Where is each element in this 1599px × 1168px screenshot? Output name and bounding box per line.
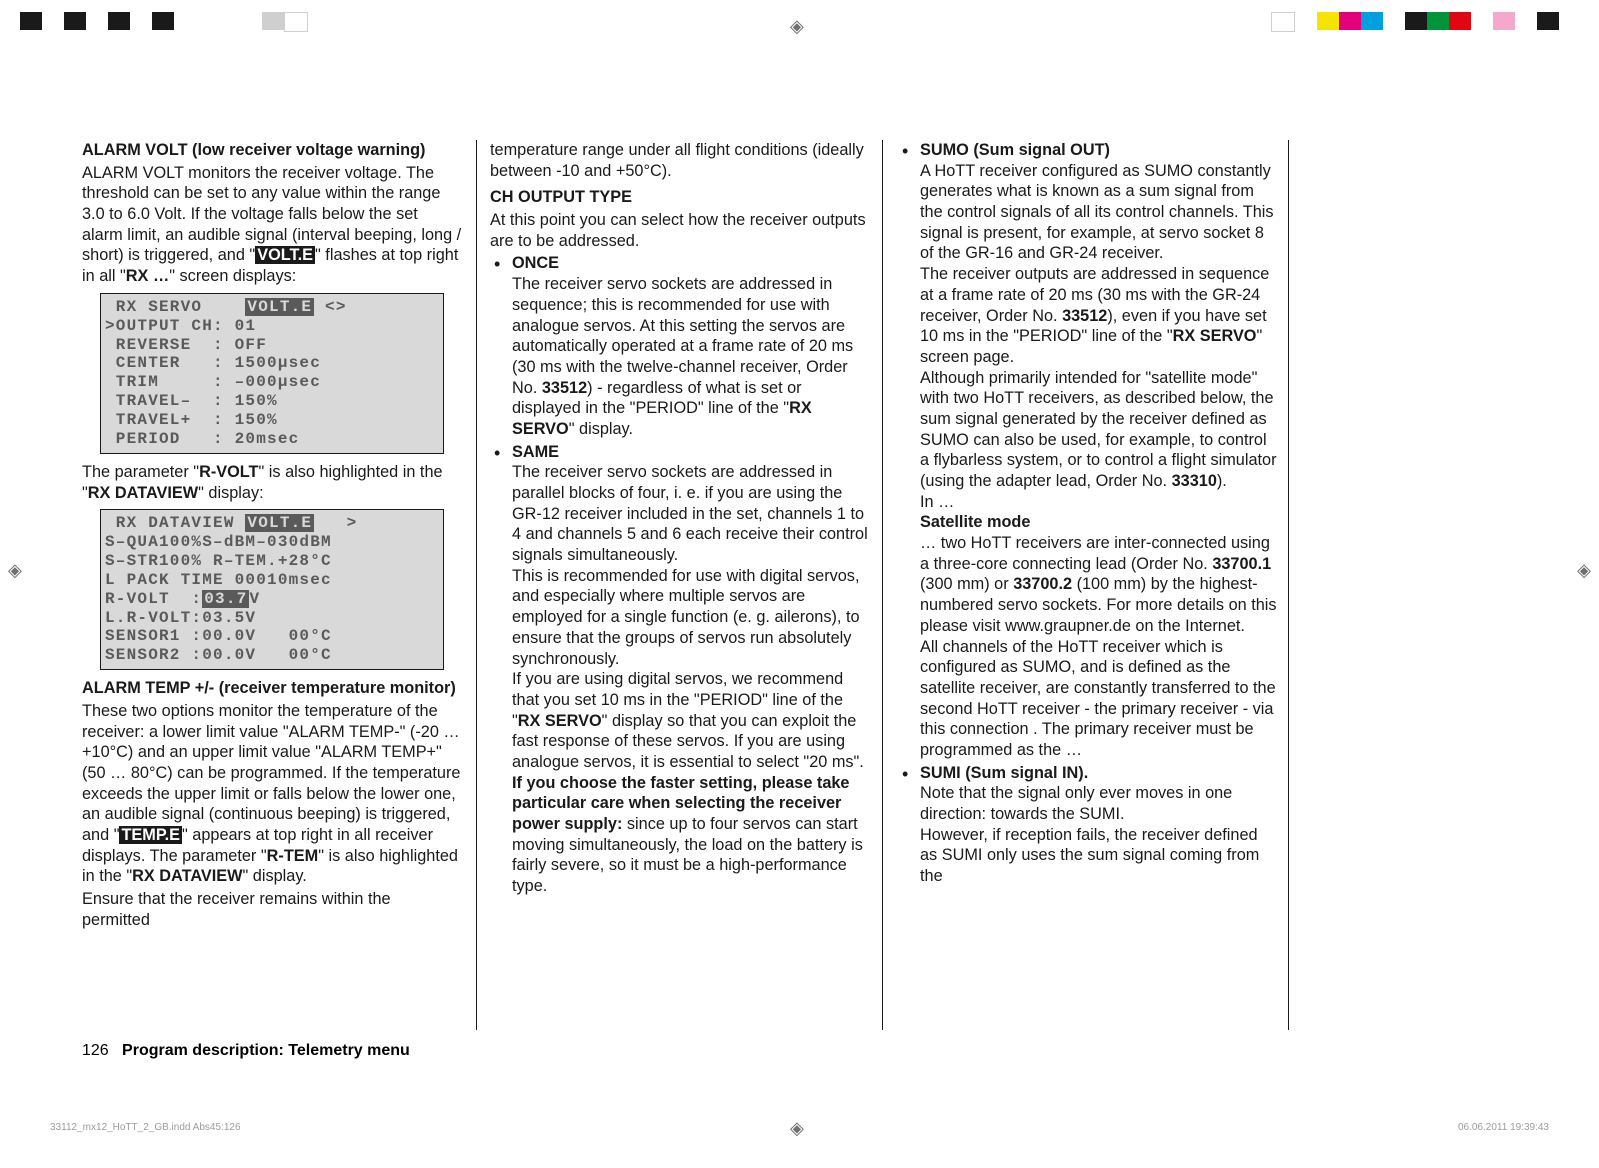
- lcd-rx-servo: RX SERVO VOLT.E <> >OUTPUT CH: 01 REVERS…: [100, 293, 444, 454]
- col3-list: SUMO (Sum signal OUT) A HoTT receiver co…: [898, 140, 1278, 887]
- rvolt-sentence: The parameter "R-VOLT" is also highlight…: [82, 462, 462, 503]
- color-bar-right: [1271, 12, 1559, 32]
- col2-lead: temperature range under all flight condi…: [490, 140, 870, 181]
- alarm-temp-body: These two options monitor the temperatur…: [82, 701, 462, 887]
- ch-output-intro: At this point you can select how the rec…: [490, 210, 870, 251]
- reg-mark-left: ◈: [8, 560, 22, 581]
- column-3: SUMO (Sum signal OUT) A HoTT receiver co…: [898, 140, 1278, 1060]
- bullet-sumi: SUMI (Sum signal IN). Note that the sign…: [898, 763, 1278, 887]
- volt-e-badge: VOLT.E: [255, 246, 315, 264]
- indd-footer-left: 33112_mx12_HoTT_2_GB.indd Abs45:126: [50, 1122, 241, 1133]
- page-title: Program description: Telemetry menu: [122, 1042, 410, 1059]
- column-divider-2: [882, 140, 883, 1030]
- alarm-temp-body-2: Ensure that the receiver remains within …: [82, 889, 462, 930]
- bullet-sumo: SUMO (Sum signal OUT) A HoTT receiver co…: [898, 140, 1278, 761]
- color-bar-left: [20, 12, 308, 32]
- column-1: ALARM VOLT (low receiver voltage warning…: [82, 140, 462, 1060]
- page-number: 126: [82, 1042, 109, 1059]
- reg-mark-right: ◈: [1577, 560, 1591, 581]
- alarm-volt-body: ALARM VOLT monitors the receiver voltage…: [82, 163, 462, 287]
- temp-e-badge: TEMP.E: [119, 826, 182, 844]
- lcd-rx-dataview: RX DATAVIEW VOLT.E > S–QUA100%S–dBM–030d…: [100, 509, 444, 670]
- alarm-temp-heading: ALARM TEMP +/- (receiver temperature mon…: [82, 678, 462, 699]
- page-footer: 126 Program description: Telemetry menu: [82, 1042, 410, 1060]
- ch-output-heading: CH OUTPUT TYPE: [490, 187, 870, 208]
- ch-output-list: ONCE The receiver servo sockets are addr…: [490, 253, 870, 896]
- column-divider-1: [476, 140, 477, 1030]
- alarm-volt-heading: ALARM VOLT (low receiver voltage warning…: [82, 140, 462, 161]
- page-content: ALARM VOLT (low receiver voltage warning…: [82, 140, 1512, 1060]
- reg-mark-bottom: ◈: [790, 1118, 804, 1139]
- column-divider-3: [1288, 140, 1289, 1030]
- reg-mark-top: ◈: [790, 16, 804, 37]
- bullet-same: SAME The receiver servo sockets are addr…: [490, 442, 870, 897]
- indd-footer-right: 06.06.2011 19:39:43: [1458, 1122, 1549, 1133]
- bullet-once: ONCE The receiver servo sockets are addr…: [490, 253, 870, 439]
- column-2: temperature range under all flight condi…: [490, 140, 870, 1060]
